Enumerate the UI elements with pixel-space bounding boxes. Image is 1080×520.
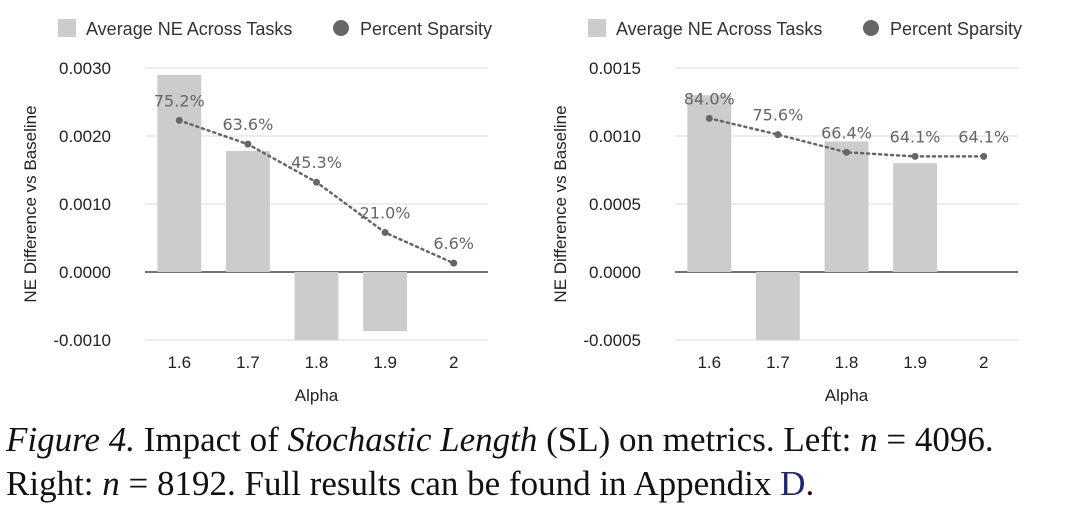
sparsity-label: 64.1% (958, 127, 1009, 146)
chart-left: Average NE Across Tasks Percent Sparsity -… (21, 19, 492, 405)
y-tick-label: 0.0020 (59, 127, 111, 146)
sparsity-label: 84.0% (684, 89, 735, 108)
sparsity-point (911, 152, 919, 160)
y-tick-label: -0.0010 (53, 331, 111, 350)
legend-line-marker (333, 20, 349, 36)
sparsity-point (774, 131, 782, 139)
sparsity-label: 45.3% (291, 153, 342, 172)
x-tick-label: 1.8 (305, 353, 329, 372)
x-tick-label: 1.8 (835, 353, 859, 372)
x-axis-title: Alpha (295, 386, 339, 405)
legend-bar-label: Average NE Across Tasks (86, 19, 292, 39)
y-tick-label: 0.0030 (59, 59, 111, 78)
y-axis-title: NE Difference vs Baseline (551, 105, 570, 302)
legend-bar-swatch (58, 19, 76, 37)
y-tick-label: 0.0000 (589, 263, 641, 282)
caption-text-2: (SL) on metrics. Left: (537, 420, 861, 459)
caption-end: . (805, 464, 815, 503)
bar (687, 95, 732, 272)
y-tick-label: -0.0005 (583, 331, 641, 350)
x-tick-label: 1.6 (697, 353, 721, 372)
sparsity-label: 21.0% (360, 204, 411, 223)
sparsity-point (843, 148, 850, 156)
bar (225, 150, 270, 272)
x-tick-label: 2 (449, 353, 458, 372)
bar (157, 74, 202, 272)
chart-right: Average NE Across Tasks Percent Sparsity -… (551, 19, 1022, 405)
x-tick-label: 1.7 (766, 353, 790, 372)
legend-line-label: Percent Sparsity (890, 19, 1022, 39)
sparsity-label: 66.4% (821, 123, 872, 142)
caption-figure-label: Figure 4. (6, 420, 135, 459)
x-tick-label: 1.7 (236, 353, 260, 372)
bar (755, 272, 800, 340)
y-axis-title: NE Difference vs Baseline (21, 105, 40, 302)
legend-bar-label: Average NE Across Tasks (616, 19, 822, 39)
figure-caption: Figure 4. Impact of Stochastic Length (S… (6, 418, 1076, 506)
sparsity-label: 75.6% (752, 106, 803, 125)
sparsity-label: 6.6% (433, 234, 474, 253)
legend-bar-swatch (588, 19, 606, 37)
bar (294, 272, 339, 340)
x-tick-label: 1.6 (167, 353, 191, 372)
sparsity-point (980, 152, 988, 160)
sparsity-point (244, 140, 252, 148)
x-axis-title: Alpha (825, 386, 869, 405)
bar (824, 141, 869, 272)
sparsity-point (381, 229, 389, 237)
sparsity-point (705, 114, 713, 122)
y-tick-label: 0.0015 (589, 59, 641, 78)
caption-emphasis: Stochastic Length (287, 420, 538, 459)
sparsity-point (313, 178, 320, 186)
caption-eq-2: = 8192. Full results can be found in App… (119, 464, 781, 503)
sparsity-label: 75.2% (154, 91, 205, 110)
x-tick-label: 1.9 (903, 353, 927, 372)
bar (363, 272, 408, 332)
sparsity-point (175, 116, 183, 124)
caption-eq-1: = 4096. Right: (6, 420, 994, 503)
sparsity-line (178, 119, 455, 265)
sparsity-point (450, 259, 458, 267)
caption-text-1: Impact of (134, 420, 288, 459)
legend-line-marker (863, 20, 879, 36)
y-tick-label: 0.0010 (589, 127, 641, 146)
appendix-link[interactable]: D (780, 464, 806, 503)
x-tick-label: 1.9 (373, 353, 397, 372)
sparsity-line (708, 117, 985, 158)
caption-var-n-left: n (860, 420, 878, 459)
y-tick-label: 0.0010 (59, 195, 111, 214)
y-tick-label: 0.0005 (589, 195, 641, 214)
sparsity-label: 63.6% (222, 115, 273, 134)
x-tick-label: 2 (979, 353, 988, 372)
legend-line-label: Percent Sparsity (360, 19, 492, 39)
sparsity-label: 64.1% (890, 127, 941, 146)
bar (893, 163, 938, 272)
y-tick-label: 0.0000 (59, 263, 111, 282)
caption-var-n-right: n (102, 464, 120, 503)
